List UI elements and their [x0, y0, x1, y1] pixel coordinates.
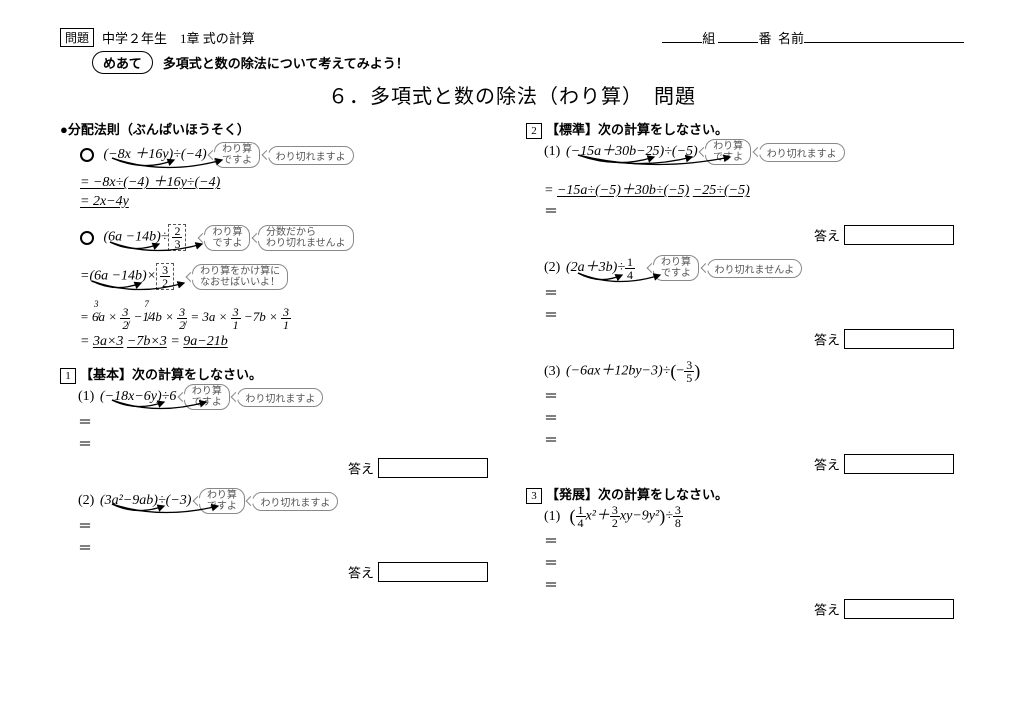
blank-line: ＝ — [544, 201, 964, 221]
ex2-line3: = 36̸a × 32̸ −71̸4b × 32̸ = 3a × 31 −7b … — [80, 306, 498, 331]
ex1-expr: (−8x ＋16y)÷(−4) — [104, 147, 207, 162]
ex1-line2: = −8x÷(−4) ＋16y÷(−4) — [80, 171, 498, 191]
left-column: ●分配法則（ぶんぱいほうそく） (−8x ＋16y)÷(−4) わり算 ですよ … — [60, 119, 498, 629]
bubble-warizan: わり算 ですよ — [214, 142, 260, 168]
answer-row: 答え — [526, 454, 964, 474]
header-right: 組 番 名前 — [662, 28, 964, 47]
meate-text: 多項式と数の除法について考えてみよう！ — [163, 53, 409, 72]
bubble-warikire: わり切れますよ — [268, 146, 354, 165]
ex1-line1: (−8x ＋16y)÷(−4) わり算 ですよ わり切れますよ — [80, 142, 498, 168]
q1-header: 1 【基本】次の計算をしなさい。 — [60, 364, 498, 384]
q2-number-box: 2 — [526, 123, 542, 139]
blank-line: ＝ — [544, 408, 964, 428]
dashed-fraction: 23 — [168, 224, 186, 251]
ex2-line4: = 3a×3 −7b×3 = 9a−21b — [80, 334, 498, 350]
blank-line: ＝ — [544, 283, 964, 303]
answer-row: 答え — [60, 458, 498, 478]
ex2-line2: =(6a −14b)×32 わり算をかけ算に なおせばいいよ！ — [80, 263, 498, 290]
answer-row: 答え — [526, 599, 964, 619]
bubble-warikire: わり切れますよ — [252, 492, 338, 511]
ban-label: 番 — [758, 31, 771, 46]
blank-line: ＝ — [78, 538, 498, 558]
blank-line: ＝ — [544, 386, 964, 406]
q1-header-text: 【基本】次の計算をしなさい。 — [80, 367, 262, 382]
header-left: 問題 中学２年生 1章 式の計算 — [60, 28, 255, 47]
q2-2: (2)(2a＋3b)÷14 わり算 ですよ わり切れませんよ — [544, 255, 964, 281]
answer-row: 答え — [526, 225, 964, 245]
meate-row: めあて 多項式と数の除法について考えてみよう！ — [92, 51, 964, 74]
blank-line: ＝ — [544, 531, 964, 551]
blank-line: ＝ — [78, 434, 498, 454]
answer-box[interactable] — [378, 458, 488, 478]
answer-row: 答え — [60, 562, 498, 582]
mondai-label: 問題 — [60, 28, 94, 47]
fraction: 35 — [684, 359, 694, 384]
name-field[interactable] — [804, 42, 964, 43]
answer-box[interactable] — [378, 562, 488, 582]
bubble-kakezan: わり算をかけ算に なおせばいいよ！ — [192, 264, 288, 290]
name-label: 名前 — [778, 31, 804, 46]
kumi-label: 組 — [702, 31, 715, 46]
q1-1: (1)(−18x−6y)÷6 わり算 ですよ わり切れますよ — [78, 384, 498, 410]
meate-pill: めあて — [92, 51, 153, 74]
ex2-line1: (6a −14b)÷23 わり算 ですよ 分数だから わり切れませんよ — [80, 224, 498, 251]
bubble-warikire: わり切れますよ — [237, 388, 323, 407]
q3-1: (1) (14x²＋32xy−9y²)÷38 — [544, 504, 964, 529]
q3-header: 3 【発展】次の計算をしなさい。 — [526, 484, 964, 504]
blank-line: ＝ — [544, 553, 964, 573]
right-column: 2 【標準】次の計算をしなさい。 (1)(−15a＋30b−25)÷(−5) わり… — [526, 119, 964, 629]
page-header: 問題 中学２年生 1章 式の計算 組 番 名前 — [60, 28, 964, 47]
bubble-warizan: わり算 ですよ — [705, 139, 751, 165]
content-columns: ●分配法則（ぶんぱいほうそく） (−8x ＋16y)÷(−4) わり算 ですよ … — [60, 119, 964, 629]
q2-1: (1)(−15a＋30b−25)÷(−5) わり算 ですよ わり切れますよ — [544, 139, 964, 165]
bubble-warikire: わり切れますよ — [759, 143, 845, 162]
q3-header-text: 【発展】次の計算をしなさい。 — [546, 487, 728, 502]
q3-number-box: 3 — [526, 488, 542, 504]
bubble-warizan: わり算 ですよ — [199, 488, 245, 514]
page-title: ６．多項式と数の除法（わり算） 問題 — [60, 80, 964, 109]
ban-field[interactable] — [718, 42, 758, 43]
double-circle-icon — [80, 231, 94, 245]
blank-line: ＝ — [78, 516, 498, 536]
course-text: 中学２年生 1章 式の計算 — [102, 28, 255, 47]
double-circle-icon — [80, 148, 94, 162]
bubble-warizan: わり算 ですよ — [184, 384, 230, 410]
blank-line: ＝ — [544, 575, 964, 595]
q2-header-text: 【標準】次の計算をしなさい。 — [546, 122, 728, 137]
q1-2: (2)(3a²−9ab)÷(−3) わり算 ですよ わり切れますよ — [78, 488, 498, 514]
answer-box[interactable] — [844, 329, 954, 349]
blank-line: ＝ — [544, 430, 964, 450]
fraction: 14 — [625, 256, 635, 281]
distrib-header: ●分配法則（ぶんぱいほうそく） — [60, 119, 498, 138]
bubble-warikiremasen: わり切れませんよ — [707, 259, 803, 278]
answer-box[interactable] — [844, 225, 954, 245]
answer-row: 答え — [526, 329, 964, 349]
bubble-warizan: わり算 ですよ — [204, 225, 250, 251]
dashed-fraction: 32 — [156, 263, 174, 290]
q2-3: (3)(−6ax＋12by−3)÷(−35) — [544, 359, 964, 384]
kumi-field[interactable] — [662, 42, 702, 43]
q2-1-line2: = −15a÷(−5)＋30b÷(−5) −25÷(−5) — [544, 179, 964, 199]
answer-box[interactable] — [844, 599, 954, 619]
bubble-bunsuu: 分数だから わり切れませんよ — [258, 225, 354, 251]
q2-header: 2 【標準】次の計算をしなさい。 — [526, 119, 964, 139]
ex1-line3: = 2x−4y — [80, 194, 498, 210]
blank-line: ＝ — [544, 305, 964, 325]
bubble-warizan: わり算 ですよ — [653, 255, 699, 281]
blank-line: ＝ — [78, 412, 498, 432]
q1-number-box: 1 — [60, 368, 76, 384]
answer-box[interactable] — [844, 454, 954, 474]
